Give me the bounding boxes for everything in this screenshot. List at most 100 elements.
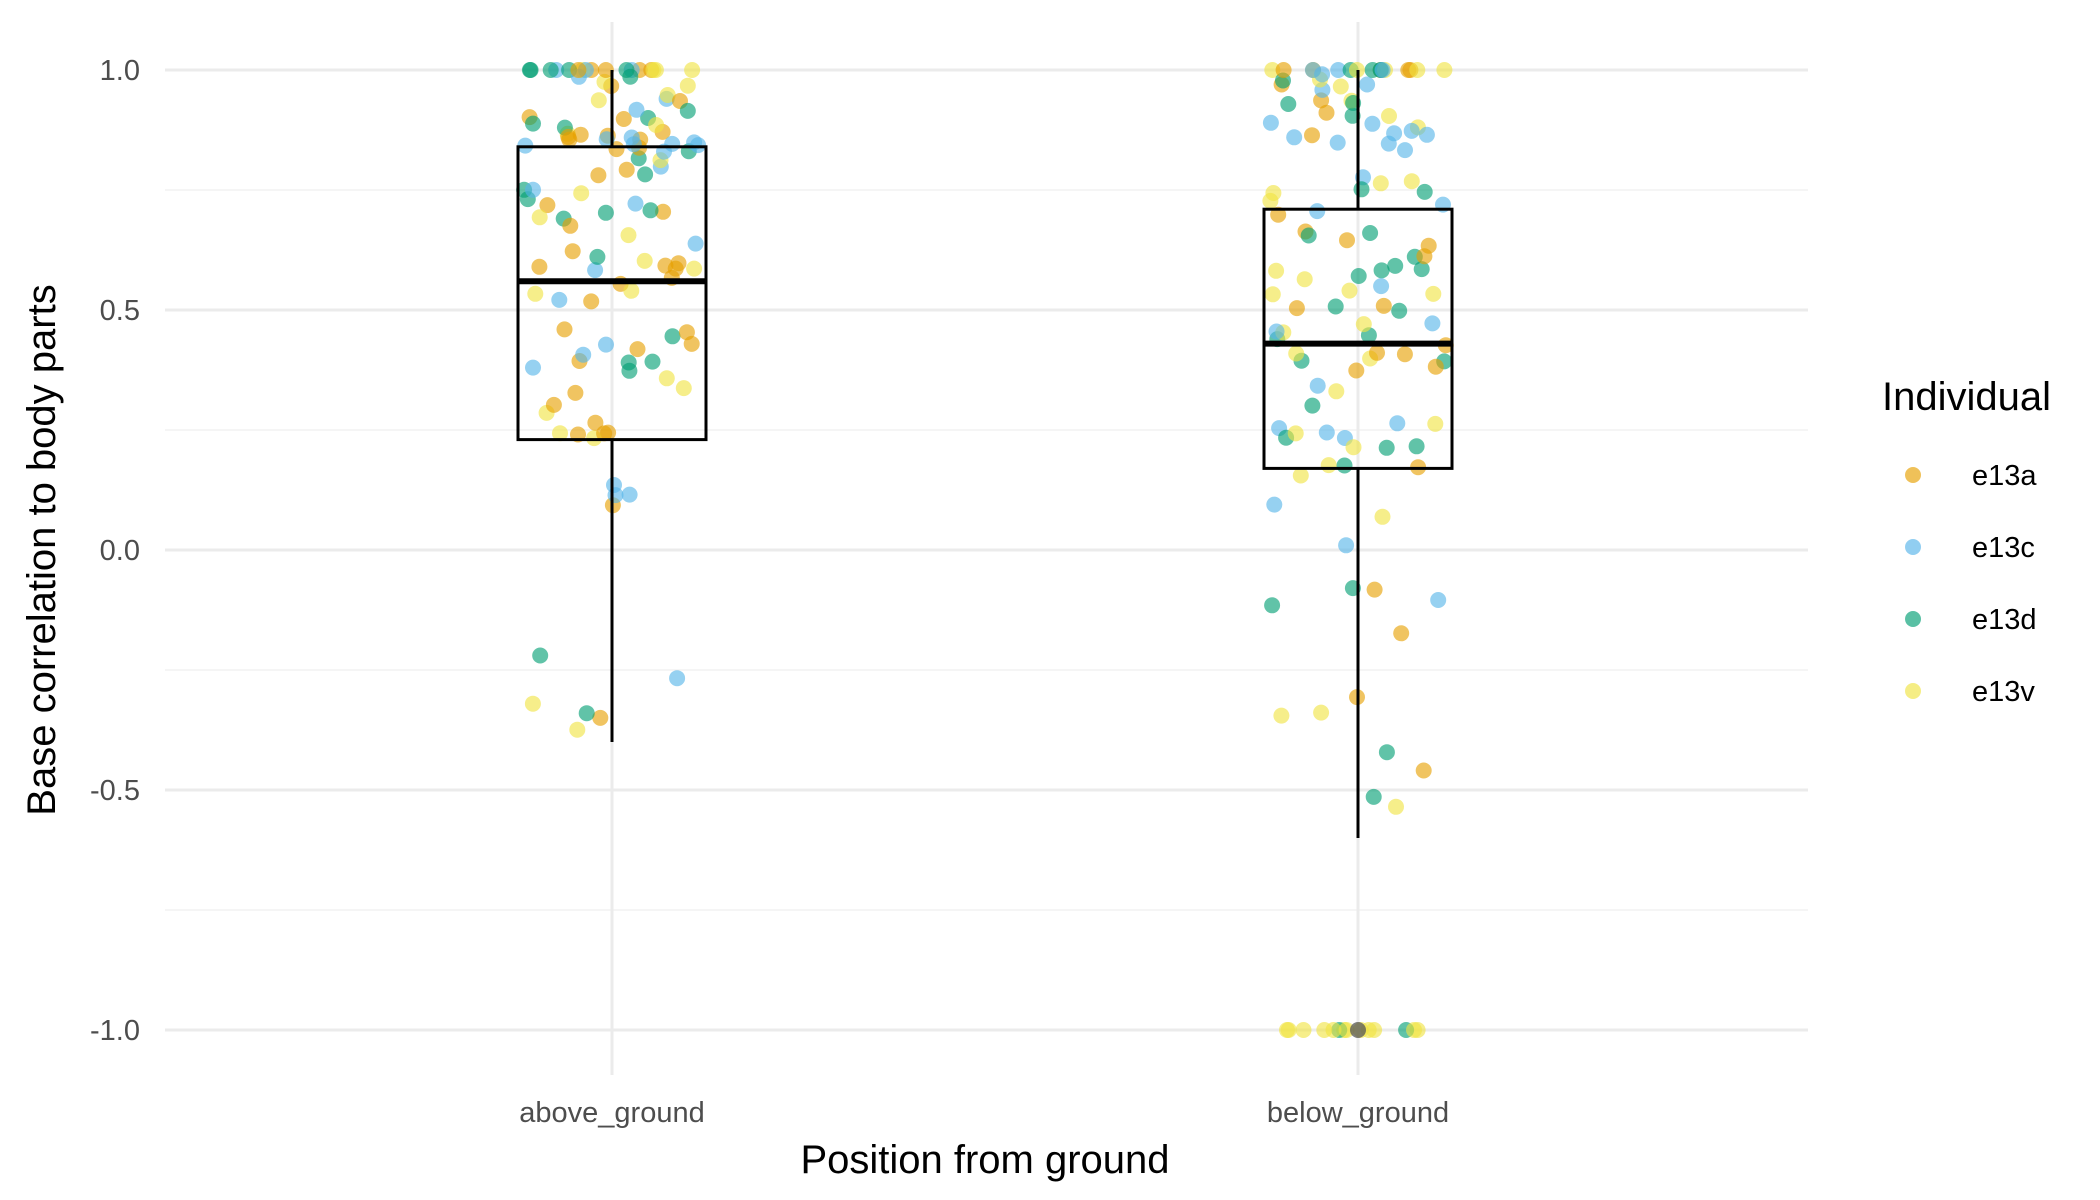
y-tick-label: 0.5 — [100, 295, 140, 327]
data-point-e13d — [1362, 225, 1379, 241]
data-point-e13c — [1364, 115, 1381, 132]
data-point-e13a — [1396, 346, 1413, 363]
data-point-e13d — [1280, 96, 1297, 112]
data-point-e13a — [618, 161, 635, 178]
data-point-e13c — [1430, 592, 1447, 608]
data-point-e13a — [670, 255, 687, 272]
data-point-e13a — [683, 335, 700, 352]
data-point-e13a — [1427, 358, 1444, 375]
data-point-e13v — [1288, 345, 1305, 362]
data-point-e13a — [1348, 362, 1365, 379]
data-point-e13v — [1292, 467, 1309, 484]
data-point-e13c — [606, 477, 622, 493]
data-point-e13a — [592, 709, 609, 726]
data-point-e13d — [618, 62, 635, 78]
data-point-e13v — [1425, 285, 1442, 302]
data-point-e13c — [669, 670, 686, 687]
data-point-e13a — [1393, 625, 1410, 642]
data-point-e13d — [522, 62, 539, 78]
data-point-e13v — [1403, 173, 1420, 190]
data-point-e13d — [597, 204, 614, 221]
data-point-e13v — [1280, 1022, 1297, 1038]
data-point-e13c — [598, 336, 614, 353]
legend: Individual e13a e13c e13d e13v — [1882, 375, 2051, 708]
data-point-e13c — [625, 136, 642, 153]
data-point-e13c — [1397, 142, 1413, 159]
outlier-point — [1350, 1022, 1366, 1038]
box-iqr — [1262, 207, 1454, 470]
data-point-e13c — [1386, 125, 1403, 142]
data-point-e13a — [539, 197, 556, 214]
data-point-e13c — [1309, 203, 1326, 220]
data-point-e13v — [1325, 1022, 1342, 1038]
data-point-e13v — [623, 282, 640, 299]
data-point-e13d — [1378, 744, 1395, 761]
data-point-e13c — [1389, 415, 1406, 432]
data-point-e13d — [1304, 397, 1321, 414]
data-point-e13v — [569, 721, 586, 738]
data-point-e13v — [1374, 508, 1391, 525]
data-point-e13a — [1366, 581, 1383, 598]
data-point-e13a — [556, 321, 573, 338]
box-layer — [516, 70, 1454, 838]
data-point-e13v — [1332, 78, 1349, 95]
legend-key-e13c — [1905, 539, 1921, 555]
data-point-e13a — [597, 62, 614, 78]
data-point-e13d — [664, 328, 681, 345]
data-point-e13v — [1427, 415, 1444, 432]
data-point-e13v — [1345, 439, 1362, 456]
data-point-e13v — [648, 117, 665, 133]
data-point-e13c — [525, 181, 541, 198]
data-point-e13v — [596, 73, 613, 90]
data-point-e13d — [1327, 298, 1344, 315]
data-point-e13v — [531, 209, 548, 226]
data-point-e13d — [532, 647, 549, 664]
legend-title: Individual — [1882, 375, 2051, 419]
axis-layer: 1.0 0.5 0.0 -0.5 -1.0 above_ground below_groun… — [90, 55, 1449, 1129]
data-point-e13v — [1355, 316, 1372, 333]
data-point-e13c — [1330, 62, 1347, 78]
data-point-e13d — [1373, 262, 1390, 279]
data-point-e13d — [1378, 439, 1395, 456]
legend-key-e13v — [1905, 683, 1921, 699]
data-point-e13d — [1416, 183, 1433, 200]
data-point-e13c — [1318, 424, 1335, 441]
data-point-e13v — [527, 285, 544, 302]
data-point-e13d — [542, 62, 559, 78]
data-point-e13a — [583, 293, 600, 310]
data-point-e13d — [1387, 257, 1404, 274]
data-point-e13d — [578, 705, 595, 722]
data-point-e13v — [1264, 62, 1281, 78]
y-tick-label: 1.0 — [100, 55, 140, 87]
data-point-e13v — [684, 62, 701, 78]
data-point-e13a — [531, 258, 548, 275]
data-point-e13d — [1365, 788, 1382, 805]
y-tick-label: 0.0 — [100, 535, 140, 567]
data-point-e13a — [1318, 104, 1335, 121]
data-point-e13a — [1415, 762, 1432, 779]
data-point-e13c — [1309, 377, 1326, 394]
data-point-e13d — [1264, 597, 1281, 614]
data-point-e13d — [525, 115, 541, 132]
data-point-e13a — [1375, 297, 1392, 314]
data-point-e13v — [675, 380, 692, 397]
data-point-e13v — [1436, 62, 1453, 78]
data-point-e13c — [1329, 134, 1346, 151]
data-point-e13v — [1287, 425, 1304, 442]
data-point-e13d — [679, 102, 696, 119]
data-point-e13v — [645, 62, 662, 78]
data-point-e13c — [1359, 76, 1376, 93]
data-point-e13a — [570, 62, 587, 78]
data-point-e13a — [545, 396, 562, 413]
data-point-e13c — [1403, 122, 1420, 139]
data-point-e13d — [1408, 438, 1425, 455]
data-point-e13v — [1341, 282, 1358, 299]
data-point-e13v — [1296, 271, 1313, 288]
data-point-e13a — [572, 126, 589, 143]
data-point-e13d — [644, 353, 661, 370]
data-point-e13a — [596, 425, 613, 442]
data-point-e13a — [629, 341, 646, 358]
data-point-e13v — [1338, 1022, 1355, 1038]
data-point-e13c — [627, 195, 644, 212]
